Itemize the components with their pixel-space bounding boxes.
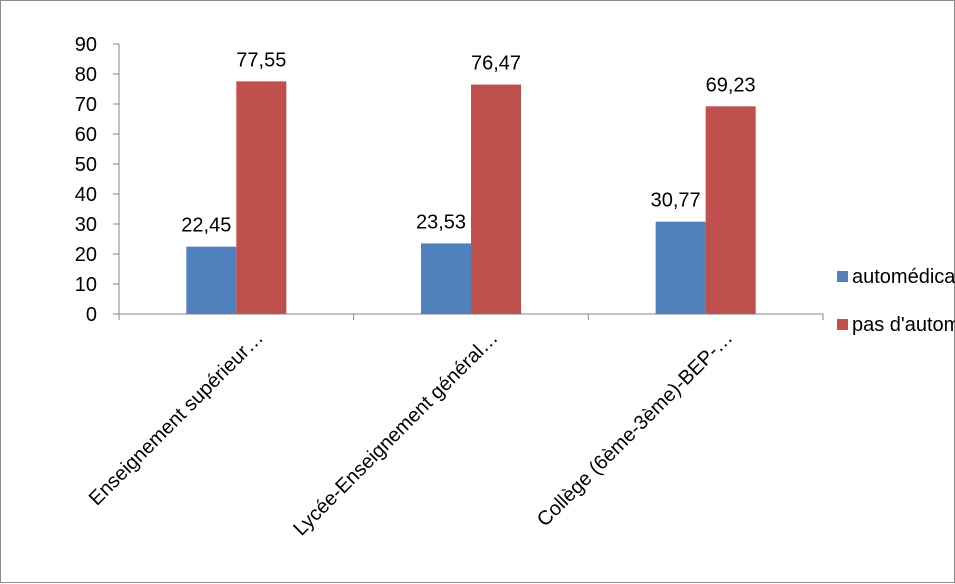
y-tick-label: 90 [75,34,97,56]
bar-pas-automedication [706,106,756,314]
y-tick-label: 10 [75,274,97,296]
data-label: 22,45 [181,215,231,237]
y-tick-label: 80 [75,64,97,86]
data-label: 23,53 [416,211,466,233]
y-tick-label: 50 [75,154,97,176]
y-tick-label: 60 [75,124,97,146]
bar-pas-automedication [236,81,286,314]
legend-label-pas-automedication: pas d'automédication [852,314,955,336]
y-tick-label: 20 [75,244,97,266]
data-label: 69,23 [706,74,756,96]
bar-automedication [656,222,706,314]
y-tick-label: 30 [75,214,97,236]
data-label: 77,55 [236,49,286,71]
category-label: Collège (6ème-3ème)-BEP-… [533,327,737,531]
legend-swatch-pas-automedication [837,319,848,330]
legend-label-automedication: automédication [852,266,955,288]
y-tick-label: 40 [75,184,97,206]
legend-swatch-automedication [837,271,848,282]
category-label: Enseignement supérieur… [85,327,268,510]
y-tick-label: 70 [75,94,97,116]
bar-automedication [186,247,236,314]
data-label: 76,47 [471,53,521,75]
bar-pas-automedication [471,85,521,314]
bar-automedication [421,243,471,314]
category-label: Lycée-Enseignement général… [289,327,502,540]
y-tick-label: 0 [86,304,97,326]
data-label: 30,77 [651,190,701,212]
